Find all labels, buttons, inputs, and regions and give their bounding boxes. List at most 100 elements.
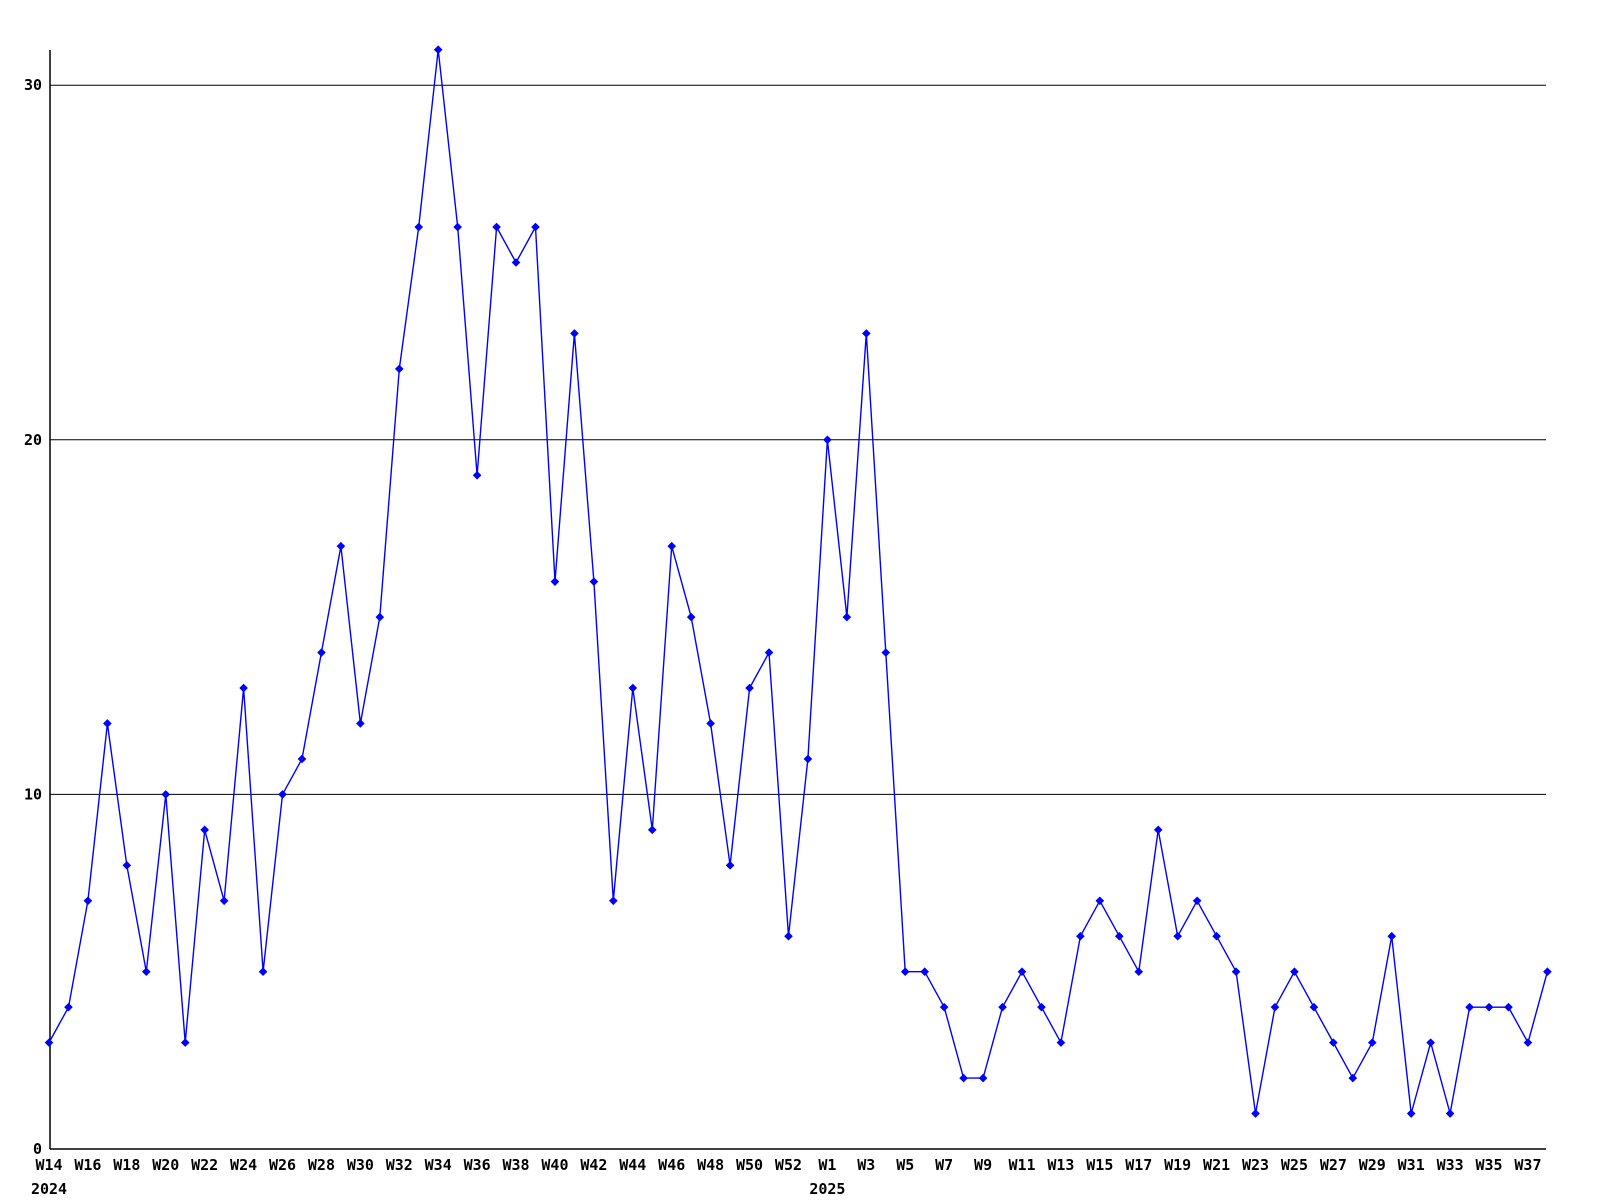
x-tick-label: W29 xyxy=(1359,1156,1386,1174)
x-tick-label: W42 xyxy=(580,1156,607,1174)
data-point-marker xyxy=(258,967,268,977)
x-tick-label: W20 xyxy=(152,1156,179,1174)
data-point-marker xyxy=(336,541,346,551)
x-tick-label: W34 xyxy=(425,1156,452,1174)
data-point-marker xyxy=(1037,1002,1046,1012)
x-tick-label: W22 xyxy=(191,1156,218,1174)
data-point-marker xyxy=(1270,1002,1280,1012)
x-tick-label: W9 xyxy=(974,1156,992,1174)
y-tick-label: 30 xyxy=(24,76,42,94)
x-tick-label: W40 xyxy=(541,1156,568,1174)
data-point-marker xyxy=(1309,1002,1319,1012)
data-point-marker xyxy=(394,364,404,374)
data-point-marker xyxy=(1251,1109,1260,1118)
data-point-marker xyxy=(1231,967,1241,977)
data-point-marker xyxy=(1426,1038,1435,1047)
data-point-marker xyxy=(414,222,424,232)
x-tick-label: W13 xyxy=(1047,1156,1074,1174)
data-point-marker xyxy=(317,648,326,657)
data-point-marker xyxy=(862,329,871,338)
x-tick-label: W18 xyxy=(113,1156,140,1174)
data-point-marker xyxy=(1017,967,1027,977)
data-point-marker xyxy=(686,612,696,622)
data-point-marker xyxy=(472,470,482,480)
data-point-marker xyxy=(842,612,852,622)
data-point-marker xyxy=(278,790,287,799)
x-tick-label: W7 xyxy=(935,1156,953,1174)
x-tick-label: W15 xyxy=(1086,1156,1113,1174)
data-point-marker xyxy=(1543,967,1552,977)
data-point-marker xyxy=(492,222,501,232)
data-point-marker xyxy=(1484,1002,1494,1012)
x-tick-label: W32 xyxy=(386,1156,413,1174)
data-point-marker xyxy=(939,1002,949,1012)
x-tick-label: W46 xyxy=(658,1156,685,1174)
data-point-marker xyxy=(920,967,930,977)
data-point-marker xyxy=(141,967,151,977)
x-tick-label: W14 xyxy=(35,1156,62,1174)
data-point-marker xyxy=(1114,931,1124,941)
data-point-marker xyxy=(161,790,171,799)
data-point-marker xyxy=(745,683,754,693)
x-tick-label: W24 xyxy=(230,1156,257,1174)
data-point-marker xyxy=(1504,1002,1513,1012)
data-point-marker xyxy=(375,612,385,622)
data-point-marker xyxy=(589,577,599,586)
x-tick-label: W1 xyxy=(818,1156,836,1174)
data-point-marker xyxy=(609,896,618,906)
data-point-marker xyxy=(764,648,774,657)
x-tick-label: W23 xyxy=(1242,1156,1269,1174)
data-point-marker xyxy=(706,719,715,728)
x-tick-label: W25 xyxy=(1281,1156,1308,1174)
data-point-marker xyxy=(433,45,443,55)
data-point-marker xyxy=(1329,1038,1338,1047)
x-tick-label: W27 xyxy=(1320,1156,1347,1174)
data-point-marker xyxy=(998,1002,1007,1012)
x-tick-label: W50 xyxy=(736,1156,763,1174)
data-point-marker xyxy=(1192,896,1202,906)
data-point-marker xyxy=(803,754,813,764)
data-point-marker xyxy=(959,1073,968,1083)
data-point-marker xyxy=(784,931,793,941)
x-year-label: 2025 xyxy=(809,1180,845,1198)
data-point-marker xyxy=(570,329,579,338)
data-point-marker xyxy=(667,541,677,551)
data-point-marker xyxy=(1173,931,1182,941)
data-point-marker xyxy=(1153,825,1163,835)
data-point-marker xyxy=(1134,967,1144,977)
data-point-marker xyxy=(1095,896,1105,906)
x-tick-label: W11 xyxy=(1008,1156,1035,1174)
x-tick-label: W30 xyxy=(347,1156,374,1174)
data-point-marker xyxy=(1523,1038,1533,1047)
x-tick-label: W35 xyxy=(1475,1156,1502,1174)
x-year-label: 2024 xyxy=(31,1180,67,1198)
x-tick-label: W52 xyxy=(775,1156,802,1174)
x-tick-label: W28 xyxy=(308,1156,335,1174)
data-point-marker xyxy=(511,258,521,267)
x-tick-label: W3 xyxy=(857,1156,875,1174)
data-point-marker xyxy=(628,683,638,693)
x-tick-label: W33 xyxy=(1437,1156,1464,1174)
data-point-marker xyxy=(881,648,891,657)
data-point-marker xyxy=(453,222,462,232)
data-point-marker xyxy=(1212,931,1221,941)
data-point-marker xyxy=(122,861,132,870)
y-tick-label: 20 xyxy=(24,431,42,449)
data-point-marker xyxy=(83,896,93,906)
x-tick-label: W21 xyxy=(1203,1156,1230,1174)
data-point-marker xyxy=(1367,1038,1377,1047)
data-point-marker xyxy=(103,719,112,728)
x-tick-label: W38 xyxy=(502,1156,529,1174)
data-point-marker xyxy=(297,754,307,764)
data-point-marker xyxy=(44,1038,54,1047)
data-point-marker xyxy=(64,1002,73,1012)
data-point-marker xyxy=(200,825,209,835)
series-line xyxy=(48,49,1549,1115)
data-point-marker xyxy=(1387,931,1397,941)
x-tick-label: W36 xyxy=(464,1156,491,1174)
x-tick-label: W48 xyxy=(697,1156,724,1174)
x-tick-label: W19 xyxy=(1164,1156,1191,1174)
x-tick-label: W16 xyxy=(74,1156,101,1174)
data-point-marker xyxy=(1348,1073,1358,1083)
